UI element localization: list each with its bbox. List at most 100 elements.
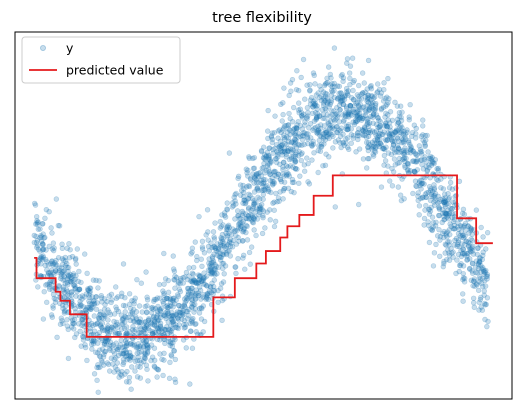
scatter-point [280,164,286,170]
scatter-point [79,293,86,299]
scatter-point [356,113,362,119]
scatter-point [292,130,299,136]
scatter-point [114,346,121,353]
scatter-point [345,135,351,141]
scatter-point [128,386,134,392]
scatter-point [281,136,288,142]
scatter-point [41,235,47,241]
scatter-point [213,263,219,269]
scatter-point [359,131,366,137]
scatter-point [98,293,105,299]
scatter-point [97,321,104,328]
scatter-point [355,130,361,136]
scatter-point [142,330,148,337]
scatter-point [446,210,452,216]
scatter-point [431,250,438,256]
scatter-point [102,312,108,318]
scatter-point [407,141,413,148]
scatter-point [381,162,387,168]
scatter-point [478,304,484,310]
scatter-point [151,319,158,325]
scatter-point [285,138,292,145]
scatter-point [192,301,198,308]
scatter-point [344,127,351,133]
scatter-point [431,182,437,188]
scatter-point [265,135,271,142]
scatter-point [461,275,468,282]
scatter-point [420,180,426,187]
scatter-point [211,234,217,240]
scatter-point [460,234,467,241]
scatter-point [442,201,448,208]
scatter-point [481,292,487,298]
scatter-point [112,364,119,370]
scatter-point [166,375,173,382]
scatter-point [251,189,258,195]
scatter-point [122,319,128,325]
scatter-point [184,276,191,283]
scatter-point [306,181,313,187]
scatter-point [143,362,150,368]
scatter-point [360,156,367,162]
scatter-point [344,113,350,119]
scatter-point [273,156,279,162]
scatter-point [264,128,271,134]
scatter-point [276,127,283,133]
scatter-point [138,326,144,332]
scatter-point [460,210,466,217]
scatter-point [59,241,65,247]
scatter-point [246,249,253,256]
scatter-point [146,344,152,351]
scatter-point [58,265,65,271]
scatter-point [320,111,326,117]
scatter-point [430,263,437,269]
scatter-point [101,306,108,313]
scatter-point [315,127,322,133]
scatter-point [234,227,241,233]
scatter-point [183,297,190,304]
scatter-point [236,173,242,180]
scatter-point [63,287,70,293]
scatter-point [175,279,182,285]
scatter-point [233,201,239,207]
scatter-point [320,102,327,109]
scatter-point [214,241,220,247]
scatter-point [93,294,100,300]
scatter-point [259,187,265,194]
scatter-point [173,297,179,303]
scatter-point [109,343,115,349]
scatter-point [195,290,202,296]
scatter-point [46,281,52,287]
scatter-point [195,292,202,299]
scatter-point [285,135,291,141]
scatter-point [318,86,324,93]
scatter-point [257,204,264,211]
scatter-point [196,284,203,290]
scatter-point [430,224,436,230]
scatter-point [337,107,343,113]
scatter-point [378,106,385,113]
scatter-point [263,167,269,174]
scatter-point [344,144,351,151]
scatter-point [390,169,397,175]
scatter-point [426,211,433,217]
scatter-point [124,368,130,375]
scatter-point [302,119,308,125]
scatter-point [456,262,463,269]
scatter-point [97,309,104,315]
scatter-point [120,356,127,363]
scatter-point [432,223,439,229]
scatter-point [107,311,114,318]
scatter-point [216,253,222,260]
scatter-point [429,188,436,195]
scatter-point [215,299,221,306]
scatter-point [240,238,246,244]
scatter-point [192,280,199,286]
scatter-point [368,86,375,92]
scatter-point [458,248,464,254]
scatter-point [286,173,293,179]
scatter-point [221,212,228,219]
scatter-point [437,253,443,259]
scatter-point [186,306,192,313]
scatter-point [420,194,426,200]
